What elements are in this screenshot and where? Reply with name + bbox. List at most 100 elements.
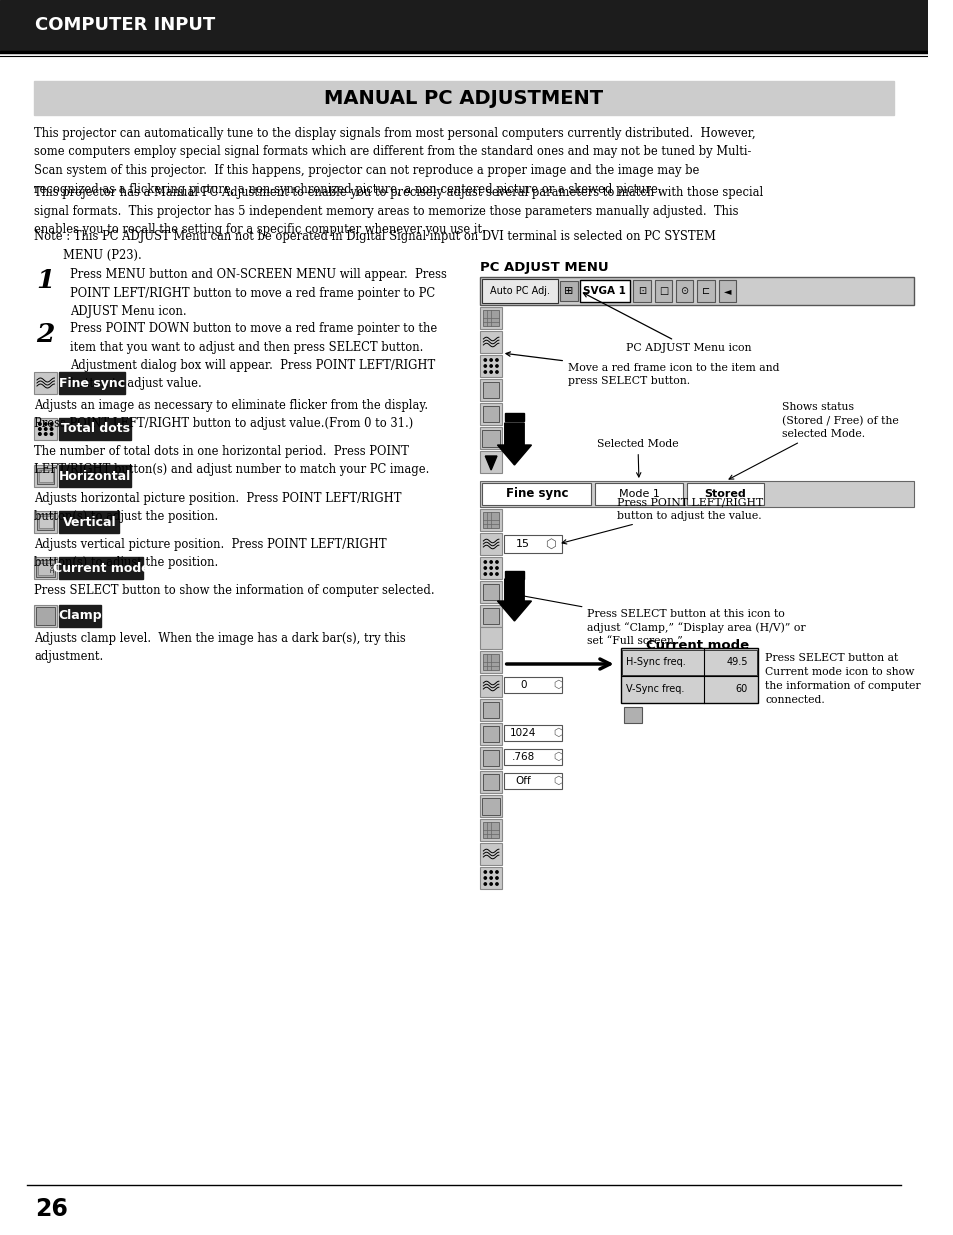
Bar <box>595 483 682 505</box>
Circle shape <box>490 370 492 373</box>
Bar <box>503 677 561 693</box>
Bar <box>39 516 52 529</box>
Bar <box>503 748 561 764</box>
Text: Press SELECT button at
Current mode icon to show
the information of computer
con: Press SELECT button at Current mode icon… <box>764 653 920 705</box>
Circle shape <box>51 432 52 435</box>
Bar <box>480 867 501 889</box>
Text: Total dots: Total dots <box>61 422 130 436</box>
Text: H: H <box>50 569 53 574</box>
Bar <box>503 535 561 553</box>
Circle shape <box>496 561 497 563</box>
Circle shape <box>490 573 492 576</box>
Bar <box>38 563 53 576</box>
Bar <box>480 308 501 329</box>
Bar <box>480 557 501 579</box>
Bar <box>480 354 501 377</box>
Bar <box>480 403 501 425</box>
Bar <box>483 406 498 422</box>
Circle shape <box>490 883 492 885</box>
Bar <box>34 511 57 534</box>
Bar <box>480 605 501 627</box>
Bar <box>34 372 57 394</box>
Bar <box>59 605 101 627</box>
Text: Adjusts vertical picture position.  Press POINT LEFT/RIGHT
button(s) to adjust t: Adjusts vertical picture position. Press… <box>34 538 386 569</box>
Text: V: V <box>50 564 53 571</box>
Text: □: □ <box>658 287 667 296</box>
Circle shape <box>45 432 47 435</box>
Text: Move a red frame icon to the item and
press SELECT button.: Move a red frame icon to the item and pr… <box>505 352 779 387</box>
Text: ⬡: ⬡ <box>553 727 562 739</box>
FancyArrow shape <box>497 579 531 621</box>
Text: Stored: Stored <box>704 489 745 499</box>
Bar <box>480 722 501 745</box>
Bar <box>483 774 498 790</box>
Bar <box>480 379 501 401</box>
Text: Selected Mode: Selected Mode <box>597 438 678 477</box>
Circle shape <box>38 422 41 425</box>
Circle shape <box>496 573 497 576</box>
Text: Adjusts an image as necessary to eliminate flicker from the display.
Press POINT: Adjusts an image as necessary to elimina… <box>34 399 428 430</box>
Bar <box>59 466 132 487</box>
Circle shape <box>496 883 497 885</box>
Bar <box>0 0 927 49</box>
Bar <box>59 557 143 579</box>
Circle shape <box>483 370 486 373</box>
Text: Adjusts horizontal picture position.  Press POINT LEFT/RIGHT
button(s) to adjust: Adjusts horizontal picture position. Pre… <box>34 492 401 522</box>
Text: 1024: 1024 <box>510 727 536 739</box>
Bar <box>686 483 763 505</box>
Bar <box>59 511 119 534</box>
Bar <box>654 280 671 303</box>
Text: This projector can automatically tune to the display signals from most personal : This projector can automatically tune to… <box>34 127 755 195</box>
Bar <box>480 651 501 673</box>
Bar <box>37 514 54 530</box>
Circle shape <box>483 877 486 879</box>
Text: This projector has a Manual PC Adjustment to enable you to precisely adjust seve: This projector has a Manual PC Adjustmen… <box>34 186 762 236</box>
Circle shape <box>483 561 486 563</box>
Circle shape <box>490 359 492 361</box>
Text: PC ADJUST MENU: PC ADJUST MENU <box>480 261 608 274</box>
Bar <box>483 310 498 326</box>
Text: Current mode: Current mode <box>53 562 150 574</box>
Bar <box>480 509 501 531</box>
Bar <box>34 82 893 115</box>
Text: ◄: ◄ <box>723 287 730 296</box>
Bar <box>34 557 57 579</box>
Text: ⬡: ⬡ <box>544 537 556 551</box>
Bar <box>483 382 498 398</box>
Bar <box>480 819 501 841</box>
Text: Horizontal: Horizontal <box>59 469 132 483</box>
Circle shape <box>490 364 492 367</box>
Circle shape <box>45 427 47 430</box>
Circle shape <box>51 427 52 430</box>
Bar <box>34 417 57 440</box>
Circle shape <box>38 427 41 430</box>
Bar <box>504 571 523 579</box>
Text: Mode 1: Mode 1 <box>618 489 659 499</box>
Bar <box>620 648 757 703</box>
Bar <box>34 605 57 627</box>
Text: Fine sync: Fine sync <box>59 377 125 389</box>
Text: V-Sync freq.: V-Sync freq. <box>626 684 684 694</box>
Bar <box>482 430 499 447</box>
Bar <box>482 483 591 505</box>
Bar <box>483 513 498 529</box>
Bar <box>59 372 125 394</box>
Circle shape <box>51 422 52 425</box>
Text: Clamp: Clamp <box>58 610 102 622</box>
Text: Shows status
(Stored / Free) of the
selected Mode.: Shows status (Stored / Free) of the sele… <box>728 403 898 479</box>
Bar <box>37 468 54 484</box>
Text: ⊡: ⊡ <box>638 287 645 296</box>
Circle shape <box>496 370 497 373</box>
Text: Current mode: Current mode <box>645 638 748 652</box>
Text: Note : This PC ADJUST Menu can not be operated in Digital Signal input on DVI te: Note : This PC ADJUST Menu can not be op… <box>34 230 715 262</box>
Bar <box>504 412 523 421</box>
Bar <box>39 471 52 482</box>
Bar <box>633 280 650 303</box>
Circle shape <box>483 567 486 569</box>
Bar <box>480 795 501 818</box>
Circle shape <box>45 422 47 425</box>
Bar <box>480 580 501 603</box>
Text: PC ADJUST Menu icon: PC ADJUST Menu icon <box>582 293 751 353</box>
Bar <box>483 823 498 839</box>
Bar <box>621 650 756 676</box>
